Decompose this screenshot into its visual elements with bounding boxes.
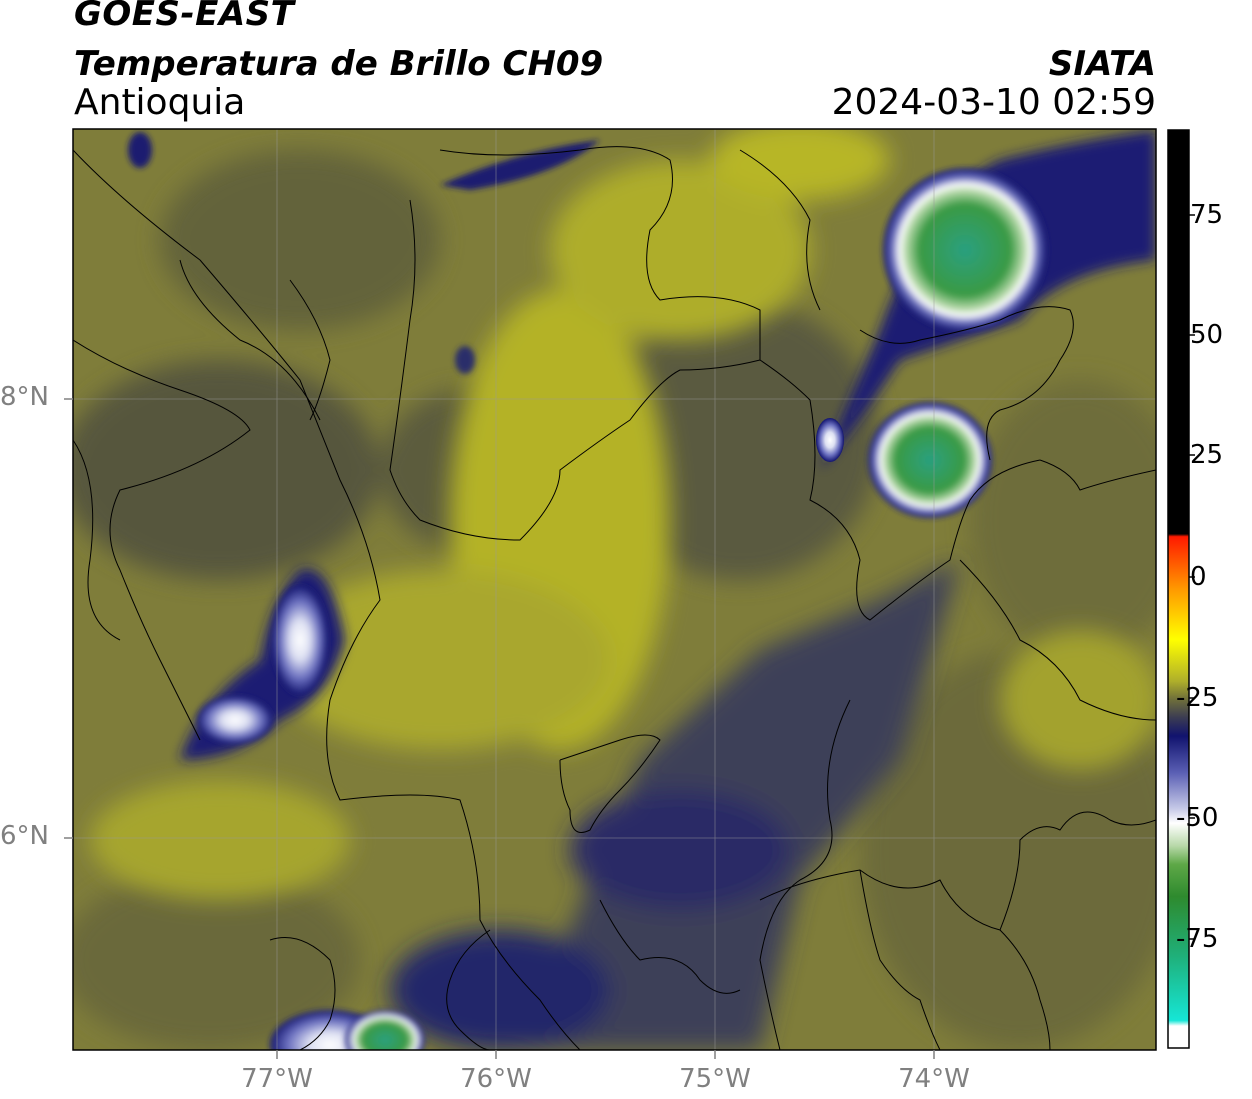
satellite-title: GOES-EAST xyxy=(74,0,295,34)
graticule xyxy=(73,129,1156,1050)
product-title: Temperatura de Brillo CH09 xyxy=(74,44,604,84)
lon-label-77w: 77°W xyxy=(241,1064,313,1094)
lon-label-76w: 76°W xyxy=(460,1064,532,1094)
boundary-lines xyxy=(73,146,1156,1050)
lat-label-6n: 6°N xyxy=(0,821,49,851)
colorbar-tick-25: 25 xyxy=(1190,440,1224,470)
colorbar-tick-minus-25: -25 xyxy=(1176,683,1219,713)
colorbar-tick-50: 50 xyxy=(1190,320,1224,350)
colorbar xyxy=(1167,129,1195,1049)
agency-label: SIATA xyxy=(1048,44,1156,84)
lon-label-74w: 74°W xyxy=(898,1064,970,1094)
lat-label-8n: 8°N xyxy=(0,382,49,412)
colorbar-tick-minus-50: -50 xyxy=(1176,803,1219,833)
colorbar-tick-75: 75 xyxy=(1190,200,1224,230)
brightness-temperature-field xyxy=(73,129,1156,1050)
lon-label-75w: 75°W xyxy=(679,1064,751,1094)
colorbar-tick-minus-75: -75 xyxy=(1176,924,1219,954)
colorbar-tick-0: 0 xyxy=(1190,562,1207,592)
map-frame xyxy=(72,128,1157,1051)
datetime-label: 2024-03-10 02:59 xyxy=(831,82,1156,123)
region-label: Antioquia xyxy=(74,82,246,123)
